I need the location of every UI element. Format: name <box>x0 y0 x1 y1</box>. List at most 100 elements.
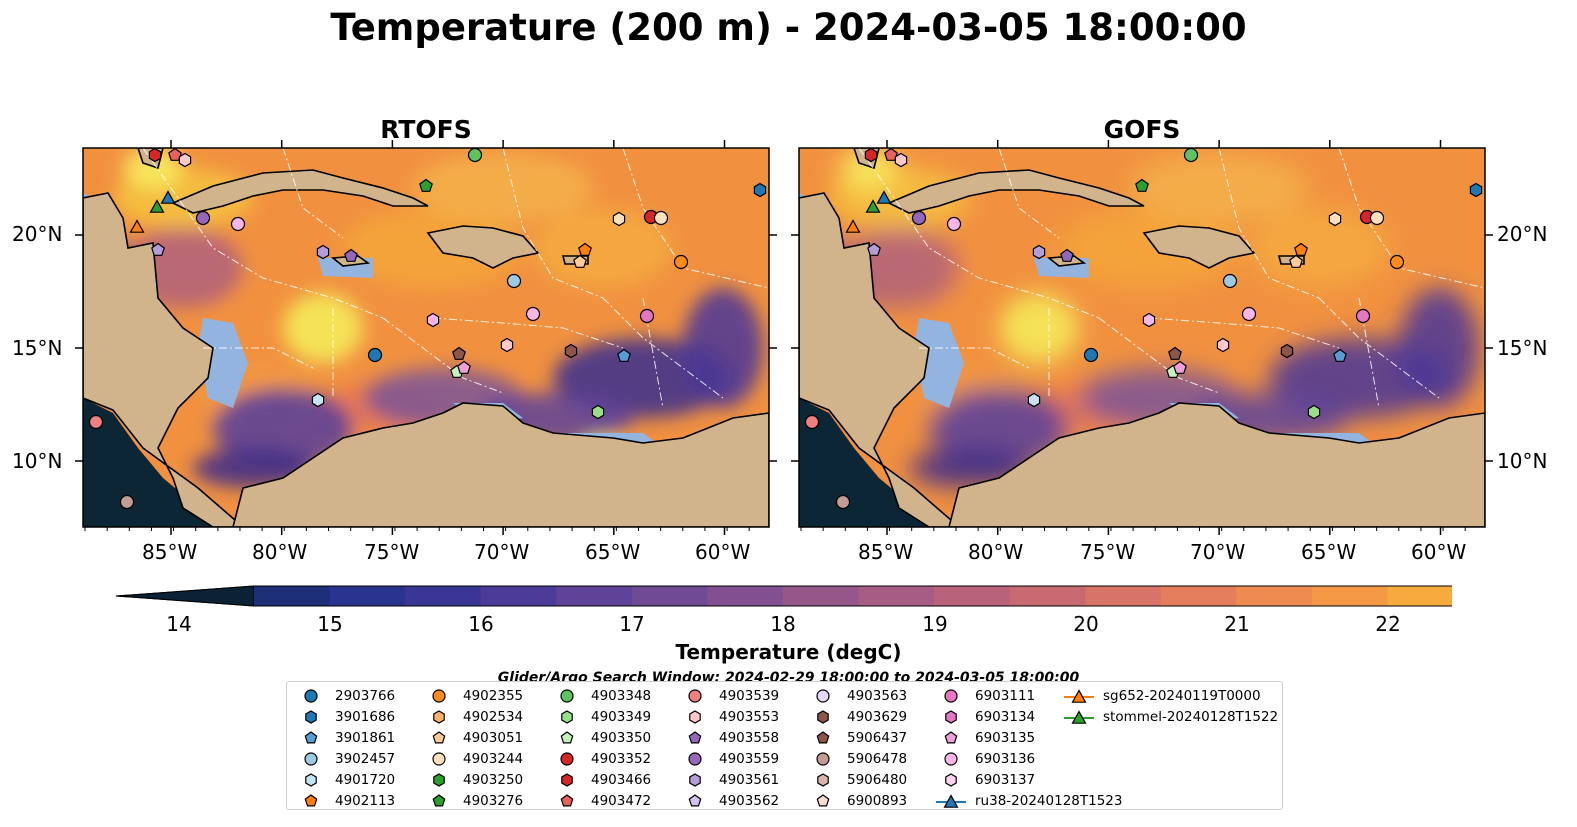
pentagon-marker-icon <box>560 794 574 807</box>
legend-item: 4903563 <box>805 686 930 706</box>
lat-tick-label: 10°N <box>12 449 63 473</box>
colorbar-bin <box>1009 586 1086 606</box>
eez-boundary <box>858 148 1100 319</box>
float-marker <box>753 182 767 198</box>
legend-label: 6903135 <box>975 730 1036 746</box>
hexagon-marker-icon <box>945 710 957 724</box>
legend-item: 4903276 <box>421 791 546 811</box>
eez-boundary <box>382 317 504 394</box>
lat-tick-label: 10°N <box>1497 449 1548 473</box>
float-marker <box>845 219 861 233</box>
legend-item: stommel-20240128T1522 <box>1061 707 1278 727</box>
pentagon-marker-icon <box>432 794 446 807</box>
pentagon-marker-icon <box>304 794 318 807</box>
float-marker <box>88 414 104 430</box>
legend-item: 6903111 <box>933 686 1058 706</box>
pentagon-marker-icon <box>816 731 830 744</box>
float-marker <box>344 248 358 262</box>
float-marker <box>1294 242 1308 256</box>
legend-marker <box>432 731 446 744</box>
circle-marker-icon <box>304 752 318 766</box>
legend-marker <box>561 773 573 787</box>
colorbar-tick: 16 <box>468 612 494 636</box>
float-marker <box>864 148 878 163</box>
float-marker <box>1280 343 1294 359</box>
pacific-ocean <box>799 398 949 527</box>
lon-tick-label: 65°W <box>1301 540 1357 564</box>
circle-marker-icon <box>432 689 446 703</box>
colorbar-extend-low <box>116 585 255 607</box>
legend-label: 4903539 <box>719 688 780 704</box>
colorbar-bin <box>1311 586 1388 606</box>
float-marker <box>149 199 165 213</box>
map-frame <box>82 147 770 528</box>
legend-label: 4903561 <box>719 772 780 788</box>
float-marker <box>865 199 881 213</box>
float-marker <box>1173 360 1187 374</box>
eez-boundary <box>282 148 344 239</box>
float-marker <box>119 494 135 510</box>
land-mass <box>1142 225 1256 269</box>
legend: 2903766 3901686 3901861 3902457 4901720 49021… <box>286 681 1283 810</box>
legend-item: 6903134 <box>933 707 1058 727</box>
float-marker <box>1355 308 1371 324</box>
figure-title: Temperature (200 m) - 2024-03-05 18:00:0… <box>330 6 1247 49</box>
legend-marker <box>816 689 830 703</box>
legend-item: 4903466 <box>549 770 674 790</box>
eez-boundary <box>602 297 724 399</box>
eez-boundary <box>998 148 1060 239</box>
legend-item: 4901720 <box>293 770 418 790</box>
panel-title-gofs: GOFS <box>1103 115 1181 144</box>
float-marker <box>151 242 165 256</box>
circle-marker-icon <box>944 752 958 766</box>
legend-item: 6903137 <box>933 770 1058 790</box>
legend-label: 4903051 <box>463 730 524 746</box>
float-marker <box>1307 404 1321 420</box>
float-marker <box>316 244 330 260</box>
float-marker <box>867 242 881 256</box>
legend-label: 4903562 <box>719 793 780 809</box>
legend-marker <box>689 773 701 787</box>
float-marker <box>573 254 587 268</box>
legend-item: 6900893 <box>805 791 930 811</box>
eez-boundary <box>1098 317 1220 394</box>
legend-item: 4903562 <box>677 791 802 811</box>
temperature-map-rtofs <box>83 148 769 527</box>
hexagon-marker-icon <box>817 773 829 787</box>
float-marker <box>1333 348 1347 362</box>
float-marker <box>564 343 578 359</box>
triangle-marker-icon <box>1071 689 1087 703</box>
pentagon-marker-icon <box>688 731 702 744</box>
float-marker <box>1222 273 1238 289</box>
hexagon-marker-icon <box>945 773 957 787</box>
colorbar-outline <box>116 585 1452 607</box>
legend-label: 4903553 <box>719 709 780 725</box>
lon-tick-label: 70°W <box>1190 540 1246 564</box>
land-mass <box>171 169 429 214</box>
eez-boundary <box>919 347 1030 369</box>
legend-item: 4903350 <box>549 728 674 748</box>
float-marker <box>673 254 689 270</box>
legend-label: 6900893 <box>847 793 908 809</box>
legend-label: 6903111 <box>975 688 1036 704</box>
pentagon-marker-icon <box>816 794 830 807</box>
legend-marker <box>560 752 574 766</box>
legend-label: 4903629 <box>847 709 908 725</box>
legend-marker <box>945 710 957 724</box>
legend-item: 4903472 <box>549 791 674 811</box>
legend-marker <box>560 731 574 744</box>
colorbar-bin <box>480 586 557 606</box>
hexagon-marker-icon <box>817 710 829 724</box>
legend-item: 4903051 <box>421 728 546 748</box>
legend-item: 4903244 <box>421 749 546 769</box>
lon-tick-label: 70°W <box>474 540 530 564</box>
colorbar-bin <box>934 586 1011 606</box>
float-marker <box>525 306 541 322</box>
pentagon-marker-icon <box>432 731 446 744</box>
float-marker <box>195 210 211 226</box>
float-marker <box>168 148 182 161</box>
float-marker <box>1168 346 1182 360</box>
legend-marker <box>816 731 830 744</box>
legend-label: 4902355 <box>463 688 524 704</box>
colorbar-bin <box>556 586 633 606</box>
